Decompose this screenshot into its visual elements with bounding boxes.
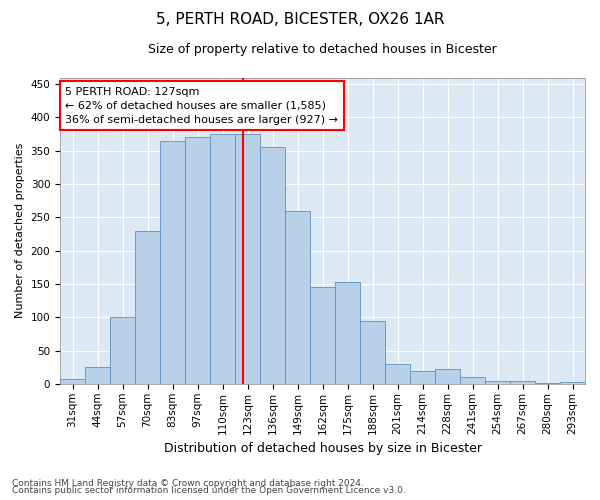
Text: Contains public sector information licensed under the Open Government Licence v3: Contains public sector information licen… xyxy=(12,486,406,495)
X-axis label: Distribution of detached houses by size in Bicester: Distribution of detached houses by size … xyxy=(164,442,482,455)
Y-axis label: Number of detached properties: Number of detached properties xyxy=(15,143,25,318)
Bar xyxy=(310,288,335,384)
Bar xyxy=(285,210,310,384)
Bar xyxy=(160,141,185,384)
Bar xyxy=(510,380,535,384)
Bar xyxy=(560,382,585,384)
Bar xyxy=(185,138,210,384)
Title: Size of property relative to detached houses in Bicester: Size of property relative to detached ho… xyxy=(148,42,497,56)
Bar xyxy=(110,318,135,384)
Bar xyxy=(85,368,110,384)
Text: 5, PERTH ROAD, BICESTER, OX26 1AR: 5, PERTH ROAD, BICESTER, OX26 1AR xyxy=(156,12,444,28)
Bar xyxy=(360,320,385,384)
Bar xyxy=(60,378,85,384)
Bar xyxy=(235,134,260,384)
Bar xyxy=(260,148,285,384)
Bar xyxy=(535,383,560,384)
Bar xyxy=(385,364,410,384)
Bar xyxy=(410,370,435,384)
Bar xyxy=(135,230,160,384)
Bar xyxy=(435,369,460,384)
Bar xyxy=(460,377,485,384)
Text: Contains HM Land Registry data © Crown copyright and database right 2024.: Contains HM Land Registry data © Crown c… xyxy=(12,478,364,488)
Bar xyxy=(210,134,235,384)
Bar xyxy=(485,381,510,384)
Text: 5 PERTH ROAD: 127sqm
← 62% of detached houses are smaller (1,585)
36% of semi-de: 5 PERTH ROAD: 127sqm ← 62% of detached h… xyxy=(65,86,338,124)
Bar xyxy=(335,282,360,384)
